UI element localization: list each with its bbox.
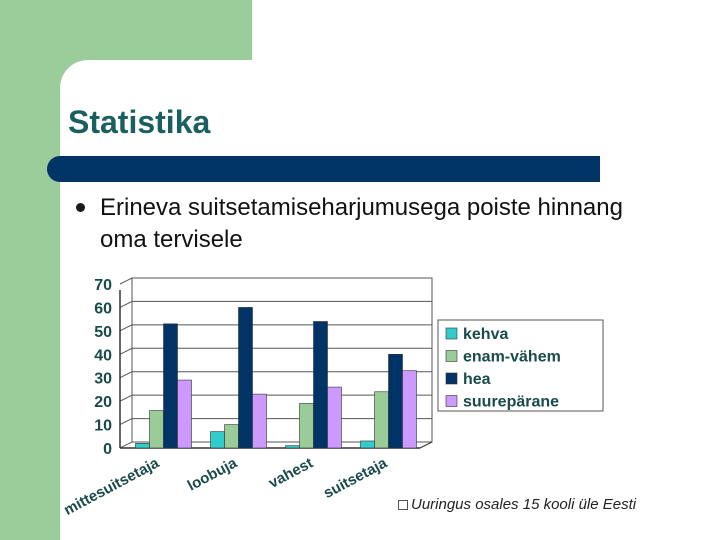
legend-box — [437, 319, 604, 412]
bar — [177, 379, 192, 449]
legend-label: kehva — [463, 326, 508, 343]
bar — [327, 386, 342, 449]
bullet-dot — [76, 203, 85, 212]
x-tick-label: vahest — [266, 455, 316, 492]
slide-title: Statistika — [68, 104, 211, 140]
bar — [299, 403, 314, 449]
legend-swatch — [445, 395, 458, 407]
bar — [388, 353, 403, 449]
gridline-depth — [119, 347, 133, 355]
gridline-depth — [119, 394, 133, 402]
bar — [135, 443, 150, 449]
x-axis-depth — [419, 441, 433, 449]
legend-label: hea — [463, 371, 491, 388]
bar — [238, 307, 253, 449]
y-tick-label: 70 — [94, 277, 112, 294]
legend-swatch — [445, 327, 458, 340]
chart-bars — [135, 307, 417, 449]
y-tick-label: 60 — [94, 300, 112, 317]
bar — [285, 445, 300, 449]
legend-swatch — [445, 350, 458, 362]
legend-label: suurepärane — [463, 394, 559, 411]
y-tick-label: 30 — [94, 371, 112, 388]
bar — [252, 393, 267, 449]
y-tick-label: 10 — [94, 418, 112, 435]
y-tick-label: 40 — [94, 347, 112, 364]
checkbox-icon — [398, 500, 408, 511]
gridline-depth — [119, 277, 133, 285]
gridline-depth — [119, 441, 133, 449]
gridline-depth — [119, 300, 133, 308]
y-tick-labels: 0 10 20 30 40 50 60 70 — [94, 277, 112, 458]
bar — [163, 323, 178, 449]
gridline-depth — [119, 418, 133, 426]
bar — [149, 410, 164, 449]
bar — [402, 370, 417, 449]
gridline-depth — [119, 324, 133, 332]
y-tick-label: 20 — [94, 394, 112, 411]
legend-label: enam-vähem — [463, 349, 561, 366]
x-tick-label: suitsetaja — [321, 454, 391, 502]
bar — [210, 431, 225, 449]
y-tick-label: 50 — [94, 324, 112, 341]
bar — [224, 424, 239, 449]
x-tick-label: loobuja — [185, 454, 241, 494]
gridline-depth — [119, 371, 133, 379]
y-tick-label: 0 — [103, 441, 112, 458]
bar — [360, 440, 375, 449]
footnote: Uuringus osales 15 kooli üle Eesti — [398, 496, 636, 513]
x-tick-labels: mittesuitsetaja loobuja vahest suitsetaja — [61, 454, 390, 519]
footnote-text: Uuringus osales 15 kooli üle Eesti — [411, 496, 637, 513]
x-tick-label: mittesuitsetaja — [61, 454, 162, 519]
legend-swatch — [445, 372, 458, 385]
chart-legend: kehva enam-vähem hea suurepärane — [437, 319, 604, 412]
bar — [374, 391, 389, 449]
bar — [313, 321, 328, 449]
title-divider-bar — [47, 156, 600, 182]
bullet-text: Erineva suitsetamiseharjumusega poiste h… — [100, 194, 623, 253]
